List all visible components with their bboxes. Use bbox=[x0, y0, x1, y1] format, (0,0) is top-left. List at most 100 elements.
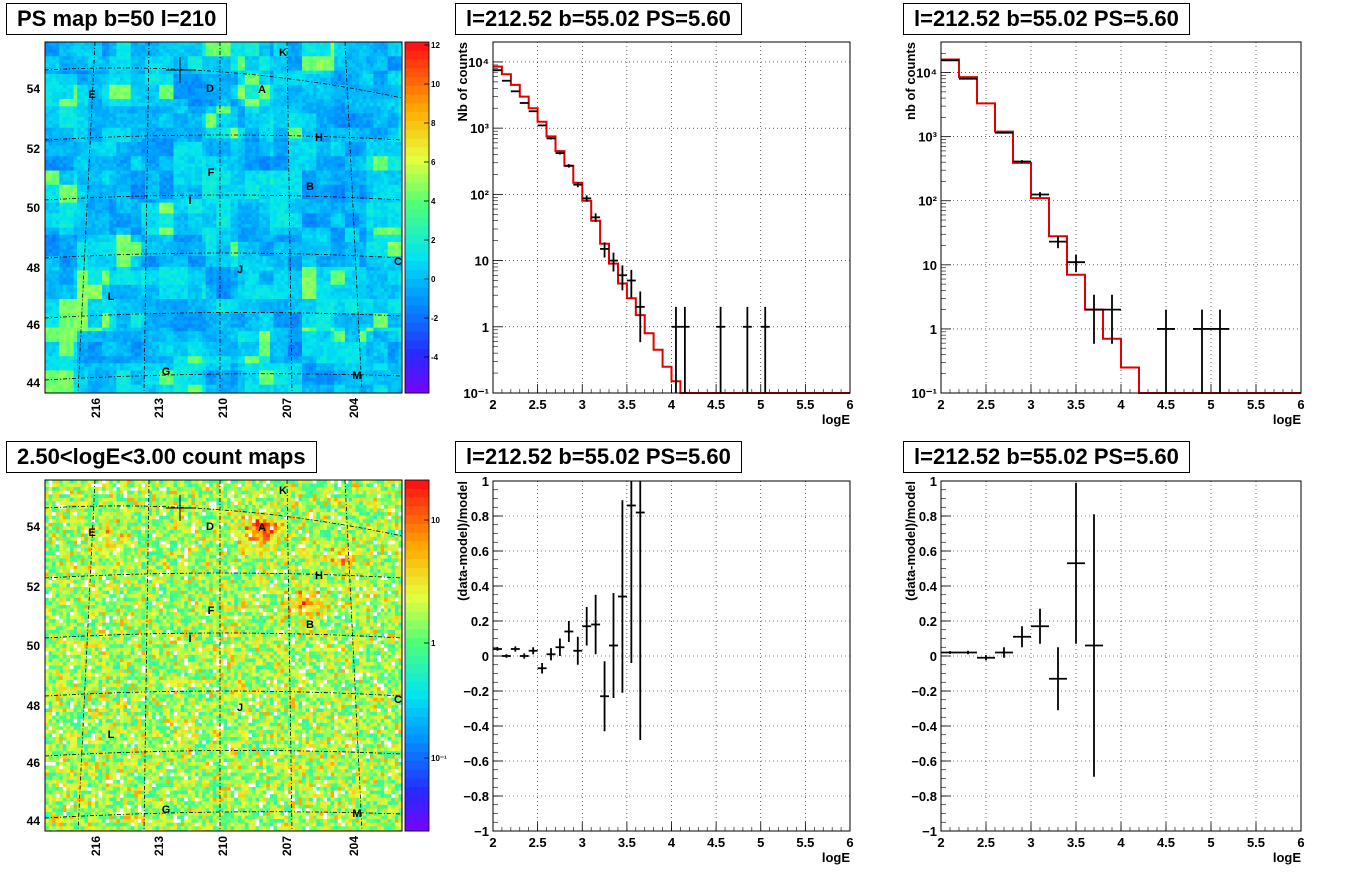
heatmap-cell bbox=[230, 209, 235, 214]
heatmap-cell bbox=[127, 127, 132, 132]
heatmap-cell bbox=[62, 156, 67, 161]
heatmap-cell bbox=[159, 156, 164, 161]
heatmap-cell bbox=[248, 152, 253, 157]
heatmap-cell bbox=[148, 174, 153, 179]
heatmap-cell bbox=[359, 124, 364, 129]
heatmap-cell bbox=[177, 138, 182, 143]
heatmap-cell bbox=[294, 152, 299, 157]
heatmap-cell bbox=[184, 109, 189, 114]
heatmap-cell bbox=[259, 191, 264, 196]
heatmap-cell bbox=[109, 124, 114, 129]
heatmap-cell bbox=[62, 216, 67, 221]
heatmap-cell bbox=[112, 138, 117, 143]
heatmap-cell bbox=[155, 184, 160, 189]
heatmap-cell bbox=[148, 199, 153, 204]
heatmap-cell bbox=[273, 56, 278, 61]
heatmap-cell bbox=[348, 88, 353, 93]
heatmap-cell bbox=[394, 124, 399, 129]
heatmap-cell bbox=[398, 120, 402, 125]
heatmap-cell bbox=[284, 174, 289, 179]
heatmap-cell bbox=[259, 181, 264, 186]
heatmap-cell bbox=[273, 159, 278, 164]
heatmap-cell bbox=[387, 206, 392, 211]
heatmap-cell bbox=[369, 102, 374, 107]
heatmap-cell bbox=[384, 209, 389, 214]
heatmap-cell bbox=[316, 45, 321, 50]
heatmap-cell bbox=[59, 159, 64, 164]
heatmap-cell bbox=[316, 56, 321, 61]
heatmap-cell bbox=[305, 127, 310, 132]
heatmap-cell bbox=[84, 56, 89, 61]
heatmap-cell bbox=[209, 131, 214, 136]
heatmap-cell bbox=[180, 49, 185, 54]
heatmap-cell bbox=[191, 120, 196, 125]
heatmap-cell bbox=[362, 188, 367, 193]
heatmap-cell bbox=[162, 149, 167, 154]
heatmap-cell bbox=[252, 134, 257, 139]
heatmap-cell bbox=[294, 195, 299, 200]
heatmap-cell bbox=[359, 99, 364, 104]
heatmap-cell bbox=[348, 181, 353, 186]
heatmap-cell bbox=[252, 138, 257, 143]
heatmap-cell bbox=[194, 117, 199, 121]
heatmap-cell bbox=[120, 170, 124, 175]
heatmap-cell bbox=[330, 131, 335, 136]
heatmap-cell bbox=[141, 199, 146, 204]
heatmap-cell bbox=[52, 127, 57, 132]
heatmap-cell bbox=[77, 77, 82, 82]
heatmap-cell bbox=[219, 138, 224, 143]
heatmap-cell bbox=[269, 177, 274, 182]
heatmap-cell bbox=[145, 42, 149, 46]
heatmap-cell bbox=[394, 70, 399, 75]
heatmap-cell bbox=[369, 117, 374, 121]
heatmap-cell bbox=[152, 92, 157, 96]
heatmap-cell bbox=[123, 199, 128, 204]
heatmap-cell bbox=[152, 209, 157, 214]
heatmap-cell bbox=[362, 106, 367, 111]
heatmap-cell bbox=[184, 206, 189, 211]
heatmap-cell bbox=[341, 145, 346, 150]
heatmap-cell bbox=[80, 84, 85, 89]
heatmap-cell bbox=[294, 138, 299, 143]
heatmap-cell bbox=[355, 134, 360, 139]
heatmap-cell bbox=[262, 202, 267, 207]
heatmap-cell bbox=[252, 106, 257, 111]
heatmap-cell bbox=[205, 163, 210, 168]
heatmap-cell bbox=[91, 145, 96, 150]
heatmap-cell bbox=[123, 63, 128, 68]
heatmap-cell bbox=[355, 142, 360, 146]
heatmap-cell bbox=[62, 113, 67, 118]
heatmap-cell bbox=[262, 166, 267, 171]
heatmap-cell bbox=[148, 138, 153, 143]
heatmap-cell bbox=[212, 127, 217, 132]
heatmap-cell bbox=[59, 99, 64, 104]
heatmap-cell bbox=[252, 109, 257, 114]
heatmap-cell bbox=[48, 138, 53, 143]
heatmap-cell bbox=[291, 81, 296, 86]
heatmap-cell bbox=[209, 216, 214, 221]
heatmap-cell bbox=[398, 102, 402, 107]
heatmap-cell bbox=[302, 159, 306, 164]
heatmap-cell bbox=[177, 77, 182, 82]
heatmap-cell bbox=[180, 117, 185, 121]
heatmap-cell bbox=[298, 199, 303, 204]
heatmap-cell bbox=[87, 199, 92, 204]
heatmap-cell bbox=[98, 77, 103, 82]
heatmap-cell bbox=[380, 84, 385, 89]
heatmap-cell bbox=[241, 88, 246, 93]
heatmap-cell bbox=[369, 134, 374, 139]
heatmap-cell bbox=[187, 56, 192, 61]
heatmap-cell bbox=[248, 92, 253, 96]
heatmap-cell bbox=[159, 63, 164, 68]
heatmap-cell bbox=[237, 52, 242, 57]
heatmap-cell bbox=[87, 42, 92, 46]
heatmap-cell bbox=[169, 134, 174, 139]
heatmap-cell bbox=[52, 152, 57, 157]
heatmap-cell bbox=[323, 152, 328, 157]
heatmap-cell bbox=[259, 102, 264, 107]
heatmap-cell bbox=[255, 191, 260, 196]
heatmap-cell bbox=[184, 67, 189, 71]
heatmap-cell bbox=[341, 106, 346, 111]
heatmap-cell bbox=[294, 166, 299, 171]
heatmap-cell bbox=[255, 199, 260, 204]
